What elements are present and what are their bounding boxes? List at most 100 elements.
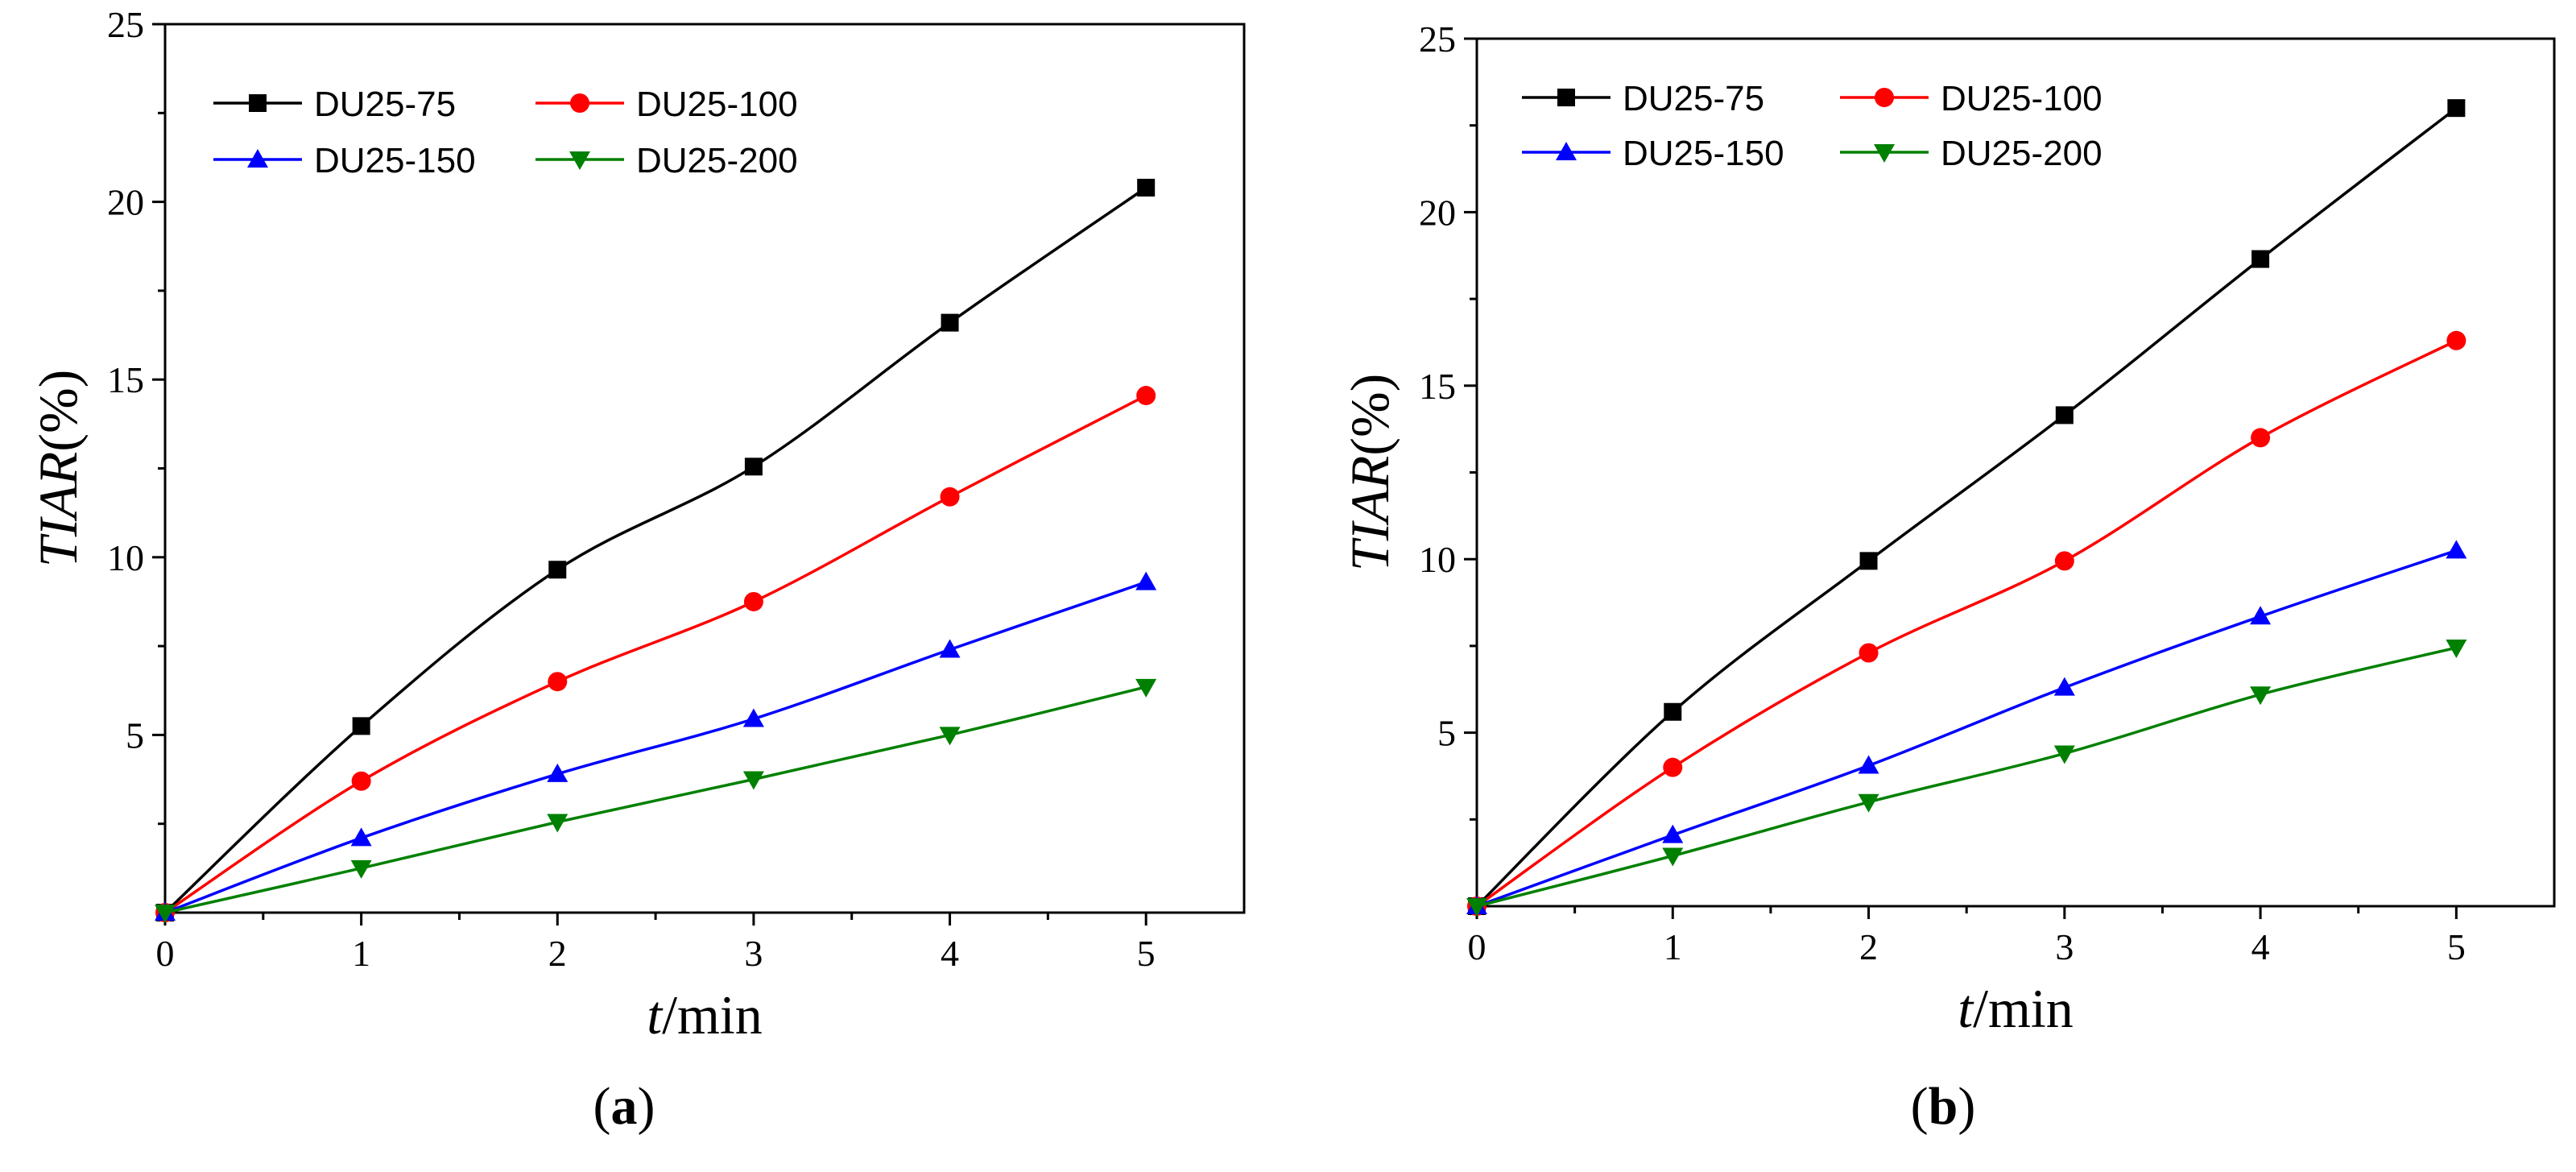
panel-b-legend-entry-du25-100-marker: [1875, 88, 1894, 107]
panel-a-ytick-label: 15: [107, 359, 144, 400]
panel-a-series-du25-75-point: [744, 458, 763, 476]
panel-b-series-du25-75-point: [2251, 250, 2270, 268]
panel-b-series-du25-100-point: [2446, 330, 2466, 350]
panel-a-series-du25-150-point: [939, 639, 961, 658]
panel-b-x-axis-title: t/min: [1958, 978, 2074, 1039]
panel-b-ytick-label: 20: [1419, 192, 1456, 233]
panel-b-series-du25-75-point: [1664, 702, 1682, 721]
panel-a-series-du25-200-point: [547, 814, 569, 833]
panel-a-series-du25-100-point: [1136, 386, 1156, 406]
panel-b-legend-entry-du25-200-label: DU25-200: [1941, 134, 2103, 173]
panel-a-x-axis-title-rest: /min: [662, 984, 763, 1046]
panel-a-xtick-label: 1: [352, 933, 370, 974]
panel-a-series-du25-75-point: [1137, 178, 1156, 197]
panel-a-series-du25-75-line: [163, 186, 1147, 914]
panel-a-series-du25-200-point: [939, 727, 961, 746]
panel-a-legend-entry-du25-75: DU25-75: [213, 85, 456, 124]
panel-a-series-du25-200: [155, 678, 1157, 923]
panel-a-legend-entry-du25-100-marker: [570, 93, 589, 113]
panel-b-legend-entry-du25-75: DU25-75: [1522, 79, 1764, 118]
panel-b-series-du25-75-line: [1475, 106, 2458, 908]
panel-b-legend-entry-du25-200-marker: [1874, 144, 1895, 163]
panel-a-ytick-label: 5: [126, 714, 144, 756]
panel-b-ytick-label: 15: [1419, 366, 1456, 407]
panel-a-ytick-label: 20: [107, 182, 144, 223]
panel-a-series-du25-100: [155, 386, 1156, 922]
panel-a-series-du25-75-point: [941, 313, 959, 332]
panel-a-series-du25-200-point: [155, 905, 176, 923]
panel-a-xtick-label: 0: [156, 933, 175, 974]
panel-b-legend-entry-du25-100-label: DU25-100: [1941, 79, 2103, 118]
panel-b-label: (b): [1911, 1077, 1976, 1136]
panel-b-series-du25-200: [1466, 640, 2467, 917]
panel-b-xtick-label: 1: [1664, 926, 1682, 967]
panel-a-legend-entry-du25-75-label: DU25-75: [314, 85, 456, 124]
panel-b-series-du25-200-point: [2250, 686, 2272, 706]
panel-b-x-axis-title-rest: /min: [1973, 978, 2074, 1039]
panel-b-series-du25-150-point: [2053, 677, 2075, 696]
panel-b-y-axis-title-italic: TIAR: [1339, 456, 1400, 572]
panel-a-series-du25-150-line: [164, 581, 1147, 914]
panel-a-legend-entry-du25-150-label: DU25-150: [314, 141, 476, 180]
panel-a-x-axis-title: t/min: [647, 984, 763, 1046]
panel-b-xtick-label: 4: [2251, 926, 2270, 967]
panel-b-xtick-label: 5: [2447, 926, 2466, 967]
panel-a-ytick-label: 25: [107, 4, 144, 45]
panel-a-legend-entry-du25-150: DU25-150: [213, 141, 476, 180]
panel-a-series-du25-100-point: [351, 771, 371, 791]
panel-b-series-du25-150-point: [2446, 540, 2467, 559]
panel-b-series-du25-100: [1467, 330, 2466, 916]
panel-a-legend: DU25-75 DU25-100 DU25-150 DU25-200: [213, 85, 798, 180]
panel-a-series-du25-150-point: [547, 763, 569, 782]
panel-a-label: (a): [593, 1077, 655, 1136]
panel-a-legend-entry-du25-150-marker: [247, 149, 268, 168]
panel-b-series-du25-75-point: [1859, 552, 1878, 570]
panel-a: 0 1 2 3 4 5 5 10 15 20 25 t/min TIAR(%) DU25-75 DU25-1…: [27, 4, 1246, 1046]
panel-b-legend: DU25-75 DU25-100 DU25-150 DU25-200: [1522, 79, 2103, 173]
panel-b-ytick-label: 10: [1419, 539, 1456, 580]
panel-b-ytick-label: 5: [1437, 713, 1456, 754]
panel-a-series-du25-100-point: [548, 672, 568, 692]
panel-a-y-axis-title-rest: (%): [27, 370, 89, 452]
panel-a-series-du25-150-point: [1135, 571, 1157, 590]
panel-a-series-du25-150-point: [742, 708, 764, 727]
panel-b-legend-entry-du25-150-label: DU25-150: [1623, 134, 1784, 173]
panel-a-legend-entry-du25-100-label: DU25-100: [636, 85, 798, 124]
panel-b-series-du25-200-point: [2053, 745, 2075, 764]
panel-a-series-du25-200-point: [742, 771, 764, 790]
panel-a-series-du25-200-point: [1135, 678, 1157, 698]
panel-b-series-du25-100-point: [1663, 757, 1683, 777]
panel-b: 0 1 2 3 4 5 5 10 15 20 25 t/min TIAR(%) DU25-75 DU25-1…: [1339, 19, 2556, 1039]
panel-a-xtick-label: 2: [548, 933, 567, 974]
panel-a-xtick-label: 4: [941, 933, 959, 974]
panel-a-y-axis-title: TIAR(%): [27, 370, 89, 567]
panel-b-series-du25-150-point: [2250, 606, 2272, 625]
panel-b-y-axis-title: TIAR(%): [1339, 374, 1400, 571]
panel-b-series-du25-100-point: [2251, 428, 2271, 448]
panel-b-series-du25-75-point: [2055, 406, 2074, 424]
panel-a-x-axis-title-italic: t: [647, 984, 664, 1046]
panel-b-legend-entry-du25-100: DU25-100: [1840, 79, 2103, 118]
panel-b-series-du25-200-point: [1858, 793, 1879, 813]
panel-b-xtick-label: 2: [1859, 926, 1878, 967]
panel-b-series-du25-150-line: [1476, 549, 2457, 908]
panel-a-series-du25-100-point: [743, 591, 763, 611]
panel-a-series-du25-75-point: [352, 717, 370, 735]
panel-b-xtick-label: 0: [1468, 926, 1486, 967]
panel-b-series-du25-100-point: [1859, 643, 1879, 663]
panel-a-xtick-label: 5: [1137, 933, 1156, 974]
panel-a-series-du25-150-point: [350, 827, 372, 847]
panel-a-ytick-label: 10: [107, 537, 144, 578]
panel-b-legend-entry-du25-150: DU25-150: [1522, 134, 1784, 173]
panel-b-legend-entry-du25-150-marker: [1556, 142, 1577, 160]
panel-a-legend-entry-du25-200: DU25-200: [535, 141, 798, 180]
panel-b-series-du25-150: [1466, 540, 2467, 914]
panel-a-legend-entry-du25-100: DU25-100: [535, 85, 798, 124]
panel-b-series-du25-150-point: [1662, 824, 1684, 843]
panel-b-series-du25-200-point: [1466, 898, 1487, 917]
panel-b-series-du25-200-line: [1476, 646, 2457, 908]
panel-b-y-axis-title-rest: (%): [1339, 374, 1400, 456]
panel-a-legend-entry-du25-75-marker: [249, 94, 267, 112]
panel-a-series-du25-100-point: [940, 487, 960, 507]
